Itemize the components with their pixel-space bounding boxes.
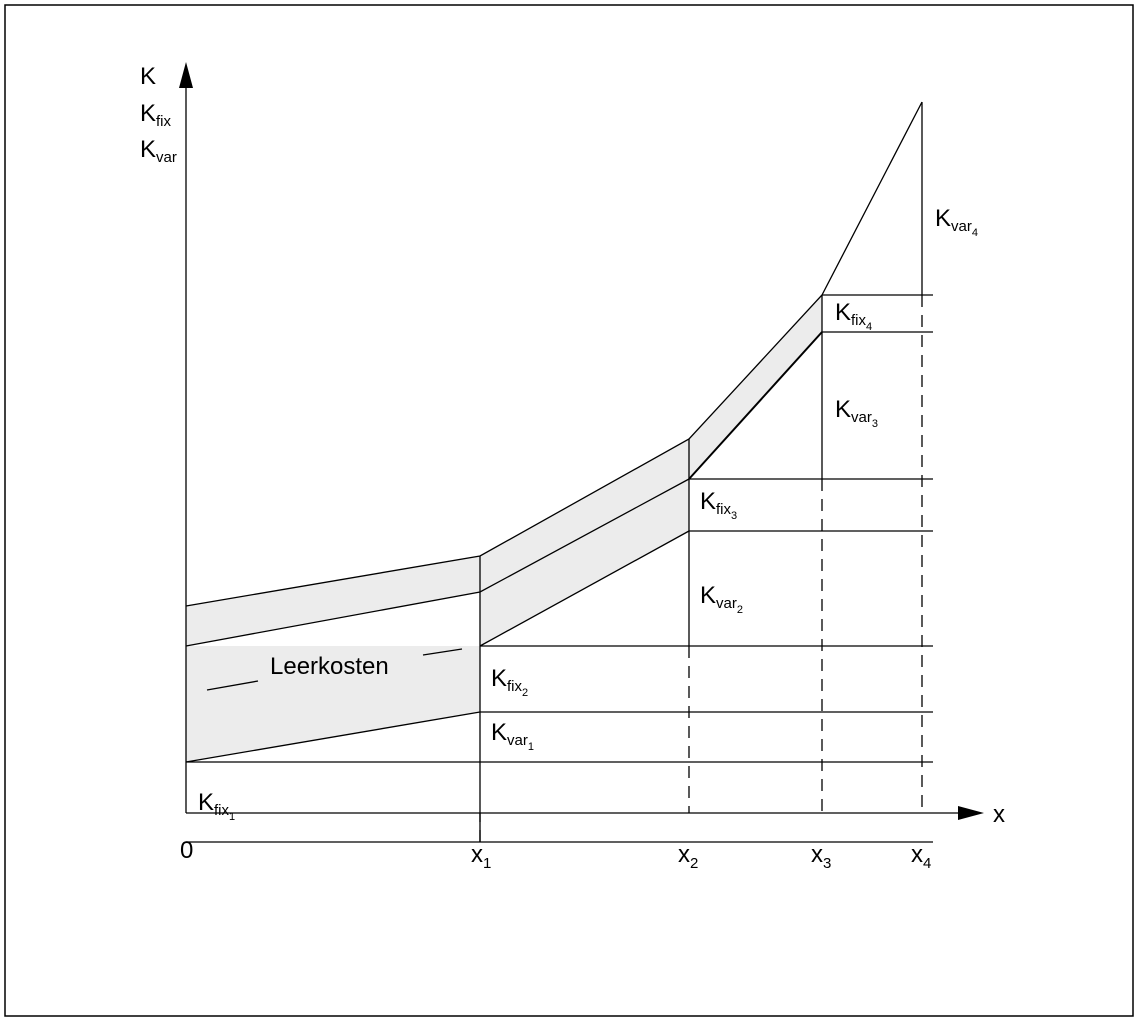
y-axis-arrow — [179, 62, 193, 88]
y-axis-label-kvar: Kvar — [140, 136, 177, 166]
label-kfix1: Kfix1 — [198, 789, 235, 823]
x-tick-x3: x3 — [811, 841, 831, 872]
x-tick-x4: x4 — [911, 841, 931, 872]
x-axis-label: x — [993, 801, 1005, 828]
x-tick-x2: x2 — [678, 841, 698, 872]
band-segment-3 — [689, 295, 822, 479]
band-segment-1-upper — [186, 556, 480, 646]
label-kfix2: Kfix2 — [491, 665, 528, 699]
label-kfix4: Kfix4 — [835, 299, 872, 333]
x-tick-x1: x1 — [471, 841, 491, 872]
label-kvar1: Kvar1 — [491, 719, 534, 753]
x-tick-0: 0 — [180, 837, 193, 864]
label-kvar2: Kvar2 — [700, 582, 743, 616]
x-axis-arrow — [958, 806, 984, 820]
cost-curve-seg3 — [689, 332, 822, 479]
label-kvar4: Kvar4 — [935, 205, 978, 239]
label-kvar3: Kvar3 — [835, 396, 878, 430]
y-axis-label-kfix: Kfix — [140, 100, 172, 130]
y-axis-label-k: K — [140, 63, 156, 90]
band-segment-2 — [480, 439, 689, 646]
label-kfix3: Kfix3 — [700, 488, 737, 522]
leerkosten-label: Leerkosten — [270, 653, 389, 680]
